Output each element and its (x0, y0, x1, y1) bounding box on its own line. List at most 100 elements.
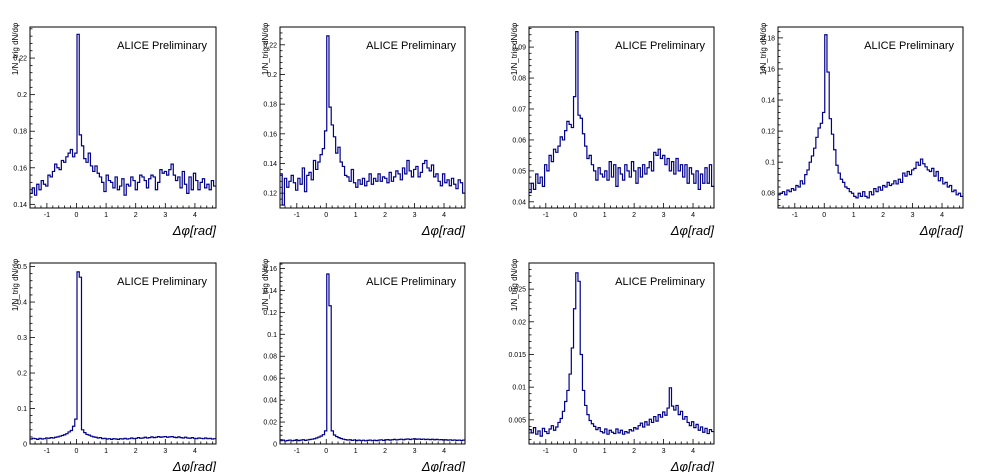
y-tick-label: 0.3 (17, 335, 27, 342)
x-tick-label: 0 (75, 212, 79, 219)
x-tick-label: 0 (324, 448, 328, 455)
y-tick-label: 0.015 (508, 352, 526, 359)
x-axis: -1 0 1 2 3 4 (782, 203, 961, 219)
x-tick-label: 0 (822, 212, 826, 219)
x-tick-label: 3 (413, 212, 417, 219)
y-tick-label: 0.12 (263, 310, 277, 317)
x-tick-label: 3 (911, 212, 915, 219)
y-tick-label: 0.1 (267, 332, 277, 339)
plot-frame (279, 26, 466, 209)
y-tick-label: 0.005 (508, 417, 526, 424)
y-tick-label: 0.02 (263, 420, 277, 427)
y-axis-title-text: 1/N_trig dN/dφ (759, 23, 768, 75)
series-line-4-1 (778, 34, 963, 199)
y-axis: 0 0.1 0.2 0.3 0.4 0.5 (17, 264, 35, 449)
plot-frame (528, 262, 715, 445)
y-axis: 0 0.02 0.04 0.06 0.08 0.1 0.12 0.14 0.16 (263, 263, 285, 449)
x-tick-label: 4 (442, 212, 446, 219)
x-axis-title: Δφ[rad] (421, 223, 466, 238)
x-axis-title: Δφ[rad] (670, 459, 715, 472)
x-axis-title: Δφ[rad] (172, 223, 217, 238)
y-tick-label: 0.22 (13, 56, 27, 63)
panel-4: -1 0 1 2 3 4 0.08 0.1 0.12 0.14 0.16 0.18 ALICE Prel… (759, 23, 964, 238)
x-tick-label: 4 (193, 212, 197, 219)
alice-preliminary-label: ALICE Preliminary (864, 40, 954, 52)
y-axis-title: 1/N_trig dN/dφ (261, 259, 270, 311)
y-axis-title-text: 1/N_trig dN/dφ (11, 259, 20, 311)
x-tick-label: 3 (413, 448, 417, 455)
y-tick-label: 0.18 (263, 102, 277, 109)
x-tick-label: 3 (662, 448, 666, 455)
x-tick-label: 4 (691, 448, 695, 455)
x-tick-label: 4 (442, 448, 446, 455)
x-tick-label: 2 (134, 212, 138, 219)
y-tick-label: 0.5 (17, 264, 27, 271)
y-tick-label: 0.2 (17, 371, 27, 378)
x-tick-label: 2 (383, 448, 387, 455)
series-line-5-1 (30, 271, 216, 440)
y-axis-title: 1/N_trig dN/dφ (510, 259, 519, 311)
alice-preliminary-label: ALICE Preliminary (615, 40, 705, 52)
panel-1: -1 0 1 2 3 4 0.14 0.16 0.18 0.2 0.22 ALICE Prelimin… (11, 23, 217, 238)
series-line-3-1 (529, 31, 714, 194)
y-axis: 0.005 0.01 0.015 0.02 0.025 (508, 262, 534, 440)
x-axis: -1 0 1 2 3 4 (284, 203, 463, 219)
x-axis-title: Δφ[rad] (670, 223, 715, 238)
y-tick-label: 0.08 (512, 76, 526, 83)
y-tick-label: 0.22 (263, 42, 277, 49)
x-tick-label: 2 (134, 448, 138, 455)
y-tick-label: 0.1 (765, 160, 775, 167)
y-axis-title-text: 1/N_trig dN/dφ (261, 23, 270, 75)
panel-7: -1 0 1 2 3 4 0.005 0.01 0.015 0.02 0.025 ALICE Prel… (508, 259, 715, 472)
x-tick-label: 2 (383, 212, 387, 219)
y-axis-title-text: 1/N_trig dN/dφ (261, 259, 270, 311)
x-tick-label: -1 (294, 448, 300, 455)
y-tick-label: 0.12 (263, 191, 277, 198)
plot-frame (29, 26, 217, 209)
y-axis: 0.08 0.1 0.12 0.14 0.16 0.18 (761, 31, 783, 207)
alice-preliminary-label: ALICE Preliminary (366, 40, 456, 52)
x-tick-label: 0 (324, 212, 328, 219)
y-tick-label: 0.025 (508, 287, 526, 294)
series-line-2-1 (280, 35, 465, 206)
y-tick-label: 0.09 (512, 45, 526, 52)
y-tick-label: 0.14 (13, 202, 27, 209)
y-tick-label: 0.07 (512, 106, 526, 113)
x-tick-label: -1 (44, 212, 50, 219)
y-axis-title: 1/N_trig dN/dφ (510, 23, 519, 75)
y-tick-label: 0.14 (263, 288, 277, 295)
y-axis: 0.14 0.16 0.18 0.2 0.22 (13, 28, 35, 209)
y-tick-label: 0.08 (761, 191, 775, 198)
y-tick-label: 0.2 (267, 72, 277, 79)
x-tick-label: 1 (603, 448, 607, 455)
series-line-6-1 (280, 273, 465, 442)
y-axis-title-text: 1/N_trig dN/dφ (510, 23, 519, 75)
x-tick-label: 4 (193, 448, 197, 455)
x-tick-label: 1 (104, 212, 108, 219)
x-axis: -1 0 1 2 3 4 (34, 439, 214, 455)
series-line-1-1 (30, 33, 216, 196)
panel-5: -1 0 1 2 3 4 0 0.1 0.2 0.3 0.4 0.5 ALICE Preliminary… (11, 259, 217, 472)
x-tick-label: -1 (792, 212, 798, 219)
y-axis-title: 1/N_trig dN/dφ (11, 259, 20, 311)
x-tick-label: 1 (354, 212, 358, 219)
x-tick-label: 3 (163, 448, 167, 455)
y-tick-label: 0 (273, 442, 277, 449)
x-tick-label: 1 (104, 448, 108, 455)
x-tick-label: 4 (691, 212, 695, 219)
y-tick-label: 0.2 (17, 92, 27, 99)
x-tick-label: -1 (294, 212, 300, 219)
y-tick-label: 0.12 (761, 129, 775, 136)
x-tick-label: 1 (852, 212, 856, 219)
x-tick-label: -1 (543, 448, 549, 455)
y-tick-label: 0.18 (761, 35, 775, 42)
x-tick-label: 2 (632, 448, 636, 455)
x-tick-label: 1 (603, 212, 607, 219)
panel-2: -1 0 1 2 3 4 0.12 0.14 0.16 0.18 0.2 0.22 ALICE Prel… (261, 23, 466, 238)
x-tick-label: 1 (354, 448, 358, 455)
x-tick-label: 2 (632, 212, 636, 219)
y-tick-label: 0.16 (13, 165, 27, 172)
y-tick-label: 0.14 (263, 161, 277, 168)
y-axis-title: 1/N_trig dN/dφ (11, 23, 20, 75)
y-tick-label: 0.06 (512, 137, 526, 144)
